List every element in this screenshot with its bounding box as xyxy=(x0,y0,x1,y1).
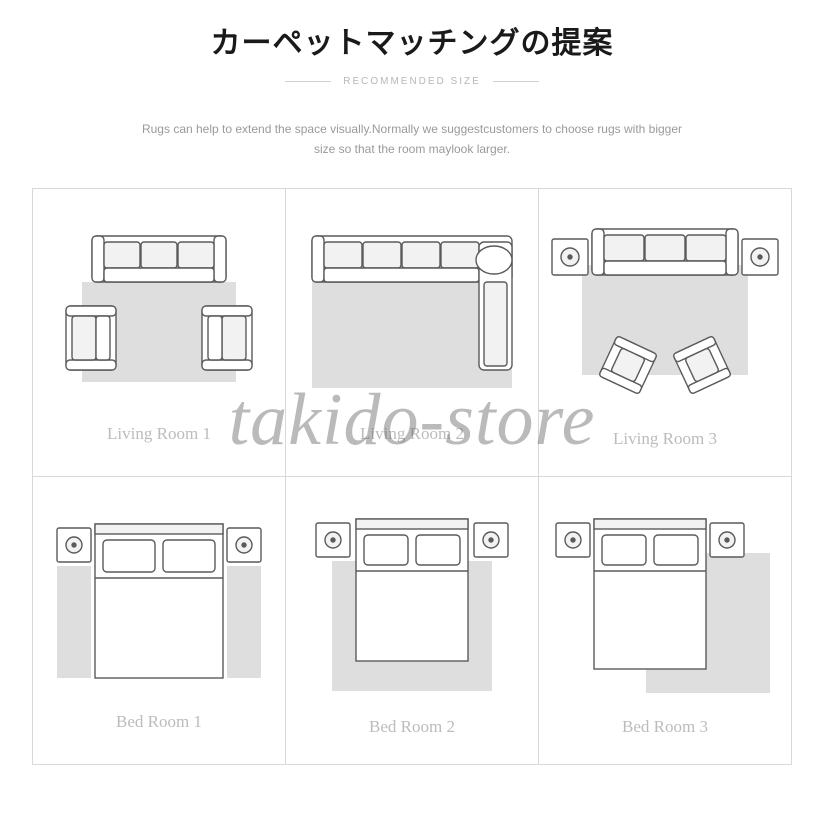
cell-bed-room-2: Bed Room 2 xyxy=(286,477,539,765)
cell-bed-room-3: Bed Room 3 xyxy=(539,477,792,765)
cell-living-room-2: Living Room 2 xyxy=(286,189,539,477)
layout-grid: Living Room 1 Living Room 2 xyxy=(32,188,792,765)
cell-label: Living Room 1 xyxy=(107,424,211,444)
description-text: Rugs can help to extend the space visual… xyxy=(132,119,692,160)
cell-bed-room-1: Bed Room 1 xyxy=(33,477,286,765)
page-title: カーペットマッチングの提案 xyxy=(0,18,824,62)
floorplan-bed-1-icon xyxy=(49,508,269,698)
cell-label: Bed Room 2 xyxy=(369,717,455,737)
cell-label: Bed Room 3 xyxy=(622,717,708,737)
subtitle-row: RECOMMENDED SIZE xyxy=(0,76,824,87)
cell-label: Bed Room 1 xyxy=(116,712,202,732)
floorplan-living-1-icon xyxy=(54,220,264,410)
divider-right xyxy=(493,81,539,82)
floorplan-living-2-icon xyxy=(298,220,526,410)
floorplan-living-3-icon xyxy=(550,215,780,415)
cell-living-room-1: Living Room 1 xyxy=(33,189,286,477)
floorplan-bed-2-icon xyxy=(302,503,522,703)
divider-left xyxy=(285,81,331,82)
cell-label: Living Room 3 xyxy=(613,429,717,449)
floorplan-bed-3-icon xyxy=(550,503,780,703)
cell-label: Living Room 2 xyxy=(360,424,464,444)
cell-living-room-3: Living Room 3 xyxy=(539,189,792,477)
subtitle: RECOMMENDED SIZE xyxy=(343,76,481,87)
